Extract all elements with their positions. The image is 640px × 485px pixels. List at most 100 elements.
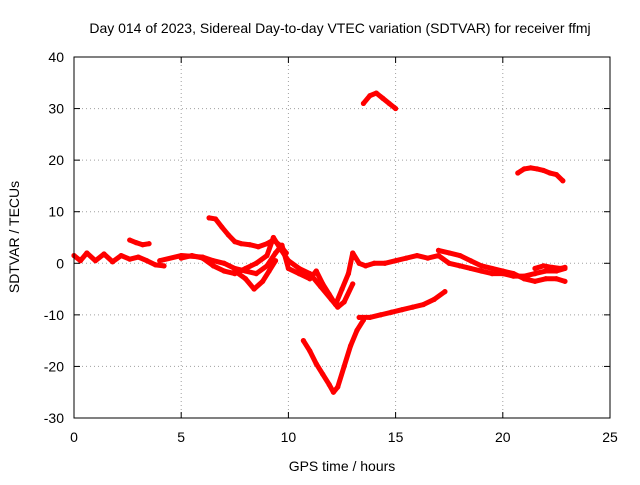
data-point [253,271,259,277]
data-point [350,250,356,256]
data-point [157,258,163,264]
data-point [320,371,326,377]
data-point [549,264,555,271]
data-point [313,268,319,274]
data-point [313,361,319,367]
data-point [140,242,146,248]
data-point [200,255,206,261]
data-point [371,260,377,266]
data-point [326,381,332,388]
data-point [92,258,99,264]
data-point [328,296,334,302]
y-tick-label: 10 [48,204,64,220]
x-tick-label: 15 [388,429,404,445]
data-point [543,268,549,274]
data-point [330,389,337,395]
data-layer [71,90,568,395]
data-point [127,237,133,243]
data-point [178,255,184,261]
grid-layer [74,57,610,418]
y-tick-label: -10 [44,307,64,323]
data-point [521,166,527,172]
data-point [558,265,564,272]
data-point [118,252,124,259]
data-point [425,255,431,261]
series-segment-late-17-23h [435,247,568,284]
y-tick-label: 20 [48,152,64,168]
data-point [238,241,244,247]
data-point [146,241,152,247]
data-point [534,166,540,172]
data-point [399,307,405,313]
y-tick-label: -20 [44,358,64,374]
data-point [560,178,566,184]
data-point [367,93,373,99]
data-point [161,263,167,269]
data-point [219,224,225,230]
data-point [478,268,484,274]
data-point [360,100,367,107]
x-tick-label: 10 [281,429,297,445]
data-point [540,263,547,269]
x-axis-label: GPS time / hours [289,458,396,474]
data-point [285,258,291,264]
data-point [84,250,90,256]
data-point [247,242,253,248]
data-point [221,268,227,274]
data-point [144,258,150,264]
data-point [251,286,257,292]
data-point [380,95,386,101]
data-point [206,215,212,221]
data-point [296,265,302,272]
data-point [339,286,345,292]
data-point [356,260,362,266]
series-line [300,317,366,395]
data-point [335,384,341,390]
data-point [386,100,392,107]
data-point [255,244,261,250]
series-segment-tail-22h [532,263,568,272]
series-segment-high-21h [515,165,566,184]
data-point [307,271,313,277]
data-point [350,281,356,287]
data-point [377,312,384,318]
data-point [547,170,553,176]
data-point [341,299,347,305]
series-segment-main-a [157,242,568,308]
data-point [272,250,279,256]
data-point [264,252,270,259]
series-line [356,289,448,320]
data-point [382,260,388,266]
data-point [457,263,463,269]
data-point [435,247,442,253]
data-point [388,309,394,315]
plot-frame [73,56,611,419]
data-point [442,289,448,295]
data-point [296,271,302,277]
x-tick-label: 20 [495,429,511,445]
series-segment-dip-7-9h [232,258,279,292]
data-point [335,304,341,310]
data-point [528,165,534,171]
data-point [553,171,560,178]
data-point [540,167,547,174]
data-point [532,278,538,284]
data-point [127,256,133,262]
series-segment-high-6-9h [206,215,289,256]
y-tick-label: -30 [44,410,64,426]
data-point [457,252,463,259]
data-point [510,271,517,277]
data-point [260,278,266,284]
series-line [127,237,152,248]
tick-layer: 0 5 10 15 20 25 -30 -20 -10 0 10 20 30 40 [44,49,618,445]
data-point [410,304,416,310]
data-point [489,265,495,272]
data-point [300,338,307,344]
data-point [264,241,270,247]
data-point [414,252,420,259]
data-point [515,170,521,176]
data-point [285,265,291,272]
data-point [543,276,549,282]
